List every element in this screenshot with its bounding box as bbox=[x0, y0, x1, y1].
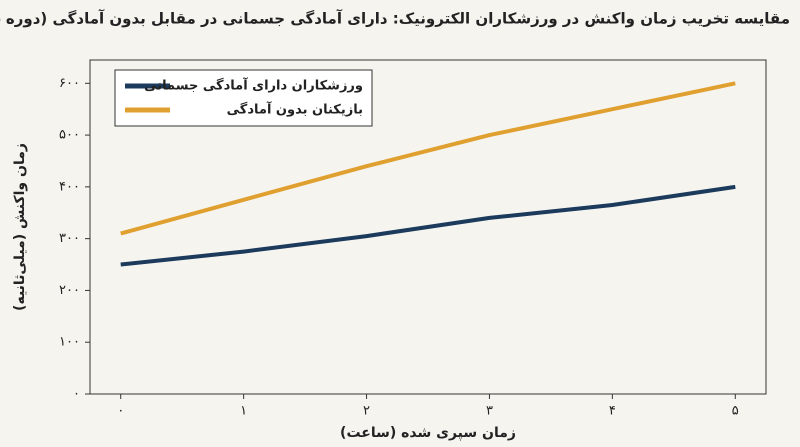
line-series bbox=[120, 184, 736, 267]
y-tick-label: ۴۰۰ bbox=[59, 179, 80, 194]
x-tick-label: ۵ bbox=[732, 404, 739, 419]
y-tick-label: ۱۰۰ bbox=[59, 335, 80, 350]
x-tick-label: ۱ bbox=[240, 404, 247, 419]
legend-box bbox=[114, 69, 373, 127]
line-series bbox=[120, 81, 736, 236]
y-tick-label: ۳۰۰ bbox=[59, 231, 80, 246]
plot-frame bbox=[89, 59, 767, 395]
y-axis-label: زمان واکنش (میلی‌ثانیه) bbox=[12, 143, 28, 311]
x-tick-label: ۰ bbox=[117, 404, 124, 419]
legend-label: بازیکنان بدون آمادگی bbox=[227, 101, 363, 118]
x-tick-label: ۲ bbox=[363, 404, 370, 419]
y-tick-label: ۵۰۰ bbox=[59, 128, 80, 143]
x-tick-label: ۳ bbox=[486, 404, 493, 419]
legend-label: ورزشکاران دارای آمادگی جسمانی bbox=[144, 77, 363, 94]
x-tick-label: ۴ bbox=[609, 404, 616, 419]
y-tick-label: ۲۰۰ bbox=[59, 283, 80, 298]
y-tick-label: ۶۰۰ bbox=[59, 76, 80, 91]
x-axis-label: زمان سپری شده (ساعت) bbox=[340, 425, 516, 441]
chart-title: مقایسه تخریب زمان واکنش در ورزشکاران الک… bbox=[0, 10, 790, 28]
y-tick-label: ۰ bbox=[73, 387, 80, 402]
